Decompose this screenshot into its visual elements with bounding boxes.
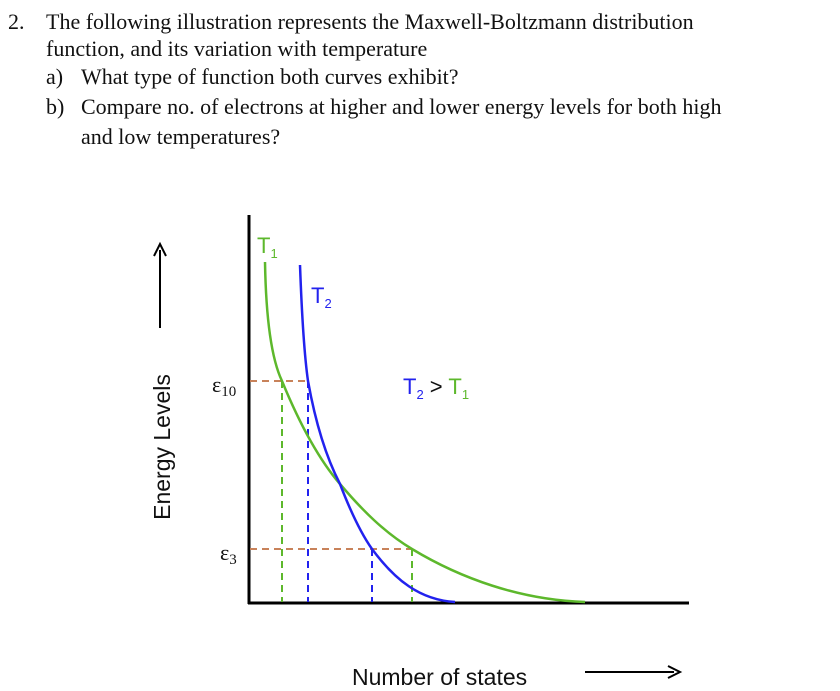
question-line-1: The following illustration represents th…	[46, 9, 694, 34]
label-e3: ε3	[220, 540, 237, 568]
arrow-up-icon	[153, 241, 167, 257]
question-line-2: function, and its variation with tempera…	[46, 36, 428, 61]
y-axis-label: Energy Levels	[149, 374, 175, 520]
part-b-label: b)	[46, 94, 65, 119]
curve-t1	[263, 261, 586, 604]
label-e10: ε10	[212, 372, 236, 400]
label-t1: T1	[257, 233, 278, 261]
part-a-label: a)	[46, 64, 64, 89]
question-number: 2.	[8, 9, 25, 34]
label-t2: T2	[311, 283, 332, 311]
part-a-text: What type of function both curves exhibi…	[81, 64, 459, 89]
x-axis-label: Number of states	[352, 664, 527, 690]
relation-label: T2 > T1	[403, 374, 469, 402]
arrow-right-icon	[667, 665, 683, 679]
part-b-line-2: and low temperatures?	[81, 124, 281, 149]
curve-t2	[298, 264, 456, 604]
part-b-line-1: Compare no. of electrons at higher and l…	[81, 94, 722, 119]
